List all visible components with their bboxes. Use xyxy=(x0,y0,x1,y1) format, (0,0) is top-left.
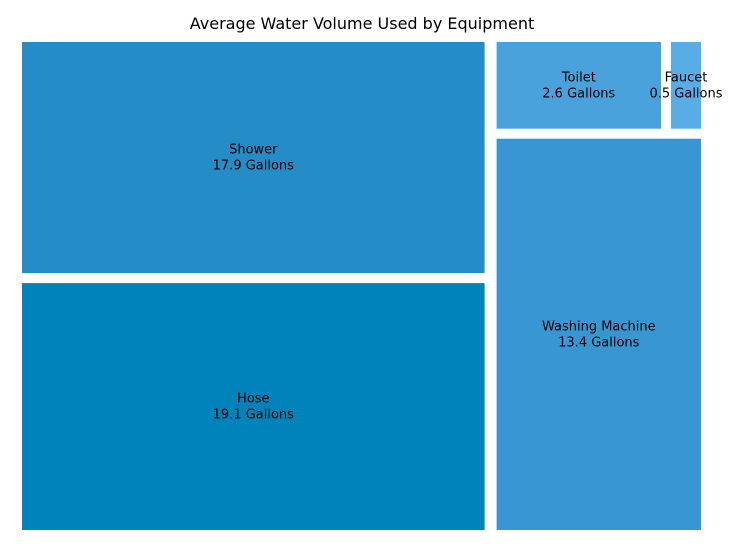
tile-value-shower: 17.9 Gallons xyxy=(213,159,295,174)
tile-value-washing-machine: 13.4 Gallons xyxy=(558,335,640,350)
tile-value-hose: 19.1 Gallons xyxy=(213,408,295,423)
tile-value-toilet: 2.6 Gallons xyxy=(542,86,615,101)
tile-faucet xyxy=(671,42,701,129)
tile-shower xyxy=(22,42,485,274)
chart-title: Average Water Volume Used by Equipment xyxy=(190,14,534,33)
tile-toilet xyxy=(496,42,661,129)
tile-label-hose: Hose xyxy=(237,392,270,407)
tile-label-toilet: Toilet xyxy=(561,70,596,85)
tile-washing-machine xyxy=(496,138,701,530)
tile-hose xyxy=(22,283,485,530)
tile-label-washing-machine: Washing Machine xyxy=(542,319,656,334)
tile-value-faucet: 0.5 Gallons xyxy=(649,86,722,101)
tile-label-shower: Shower xyxy=(229,143,278,158)
tile-label-faucet: Faucet xyxy=(665,70,708,85)
